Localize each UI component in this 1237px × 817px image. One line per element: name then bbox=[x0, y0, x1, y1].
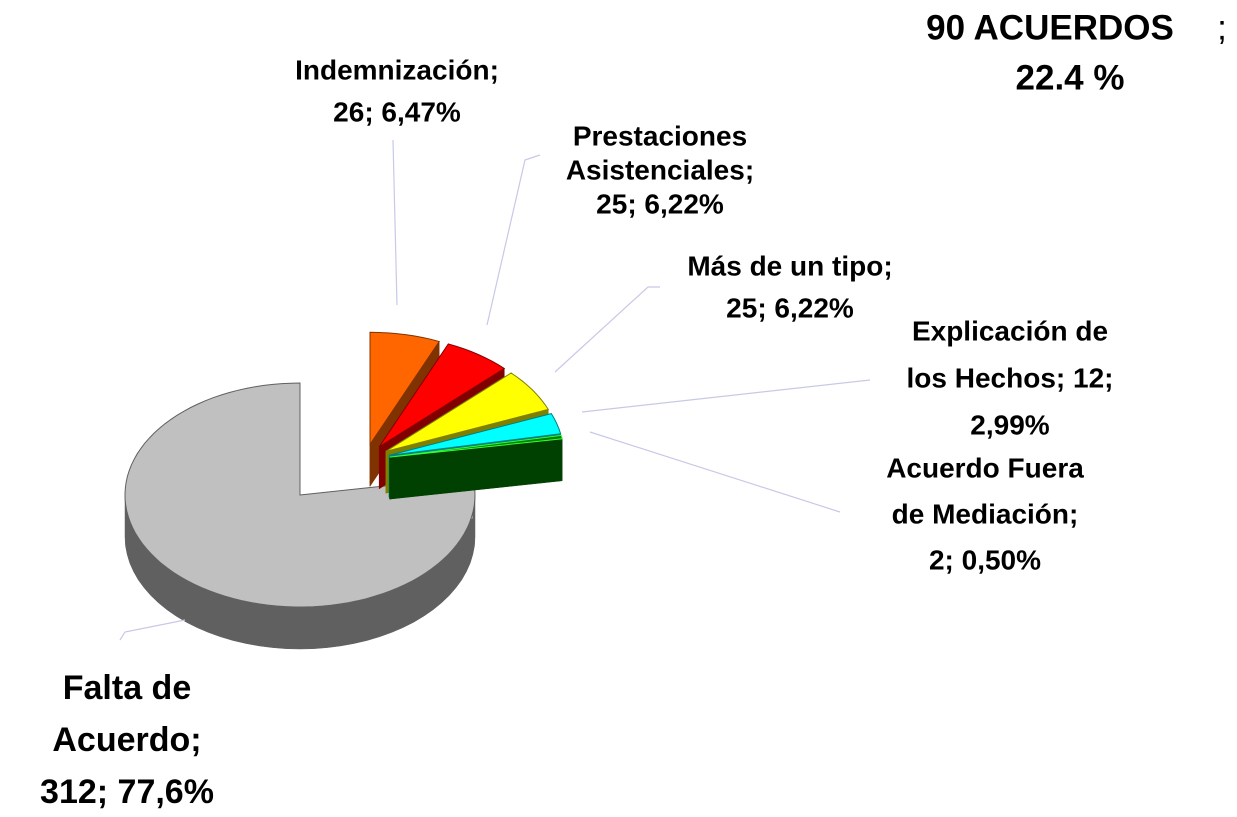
slice bbox=[369, 331, 441, 446]
leader-line bbox=[486, 154, 541, 326]
annotation-separator: ; bbox=[1217, 8, 1227, 47]
leader-line bbox=[119, 619, 186, 641]
leader-line bbox=[392, 139, 398, 306]
slice-label: 25; 6,22% bbox=[726, 292, 854, 323]
slice-label: los Hechos; 12; bbox=[907, 362, 1114, 393]
slice bbox=[389, 434, 563, 458]
slice bbox=[385, 372, 550, 452]
slice-label: 25; 6,22% bbox=[596, 188, 724, 219]
slice-label: Asistenciales; bbox=[566, 154, 754, 185]
slice-label: Acuerdo; bbox=[52, 721, 201, 759]
slice-label: 312; 77,6% bbox=[40, 773, 214, 811]
annotation-value: 22.4 % bbox=[1016, 58, 1125, 97]
slice-label: de Mediación; bbox=[892, 498, 1079, 529]
slice-label: Prestaciones bbox=[573, 120, 747, 151]
slice-label: Explicación de bbox=[912, 315, 1108, 346]
annotation-text: 90 ACUERDOS bbox=[926, 8, 1174, 47]
leader-line bbox=[581, 379, 871, 413]
slice-label: 2,99% bbox=[970, 409, 1049, 440]
leader-line bbox=[589, 431, 841, 513]
leader-line bbox=[554, 286, 660, 373]
slice-label: Acuerdo Fuera bbox=[886, 452, 1084, 483]
slice-label: Indemnización; bbox=[295, 54, 499, 85]
slice-label: 2; 0,50% bbox=[929, 544, 1041, 575]
slice-label: Más de un tipo; bbox=[687, 250, 892, 281]
slice bbox=[378, 343, 506, 448]
slice bbox=[124, 382, 476, 608]
slice bbox=[388, 413, 562, 456]
slice-label: Falta de bbox=[63, 669, 191, 707]
slice-label: 26; 6,47% bbox=[333, 96, 461, 127]
